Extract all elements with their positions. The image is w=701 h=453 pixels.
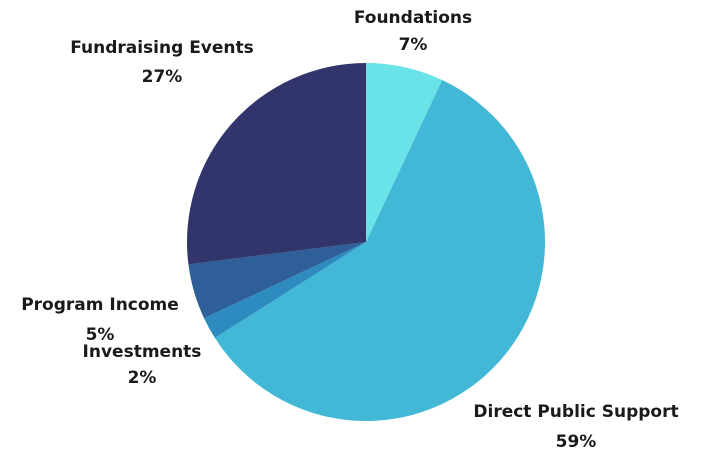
- slice-value: 2%: [128, 368, 157, 388]
- pie-slice: [186, 63, 366, 265]
- slice-label: Foundations: [354, 8, 472, 28]
- slice-value: 7%: [399, 35, 428, 55]
- slice-label: Program Income: [21, 295, 179, 315]
- pie-slice: [366, 63, 443, 242]
- slice-label: Direct Public Support: [473, 402, 678, 422]
- pie-slice: [188, 242, 366, 319]
- slice-value: 5%: [86, 325, 115, 345]
- slice-label: Fundraising Events: [70, 38, 254, 58]
- pie-slice: [214, 80, 546, 421]
- slice-value: 59%: [556, 432, 597, 452]
- slice-label: Investments: [83, 342, 202, 362]
- pie-slice: [204, 242, 366, 338]
- slice-value: 27%: [142, 67, 183, 87]
